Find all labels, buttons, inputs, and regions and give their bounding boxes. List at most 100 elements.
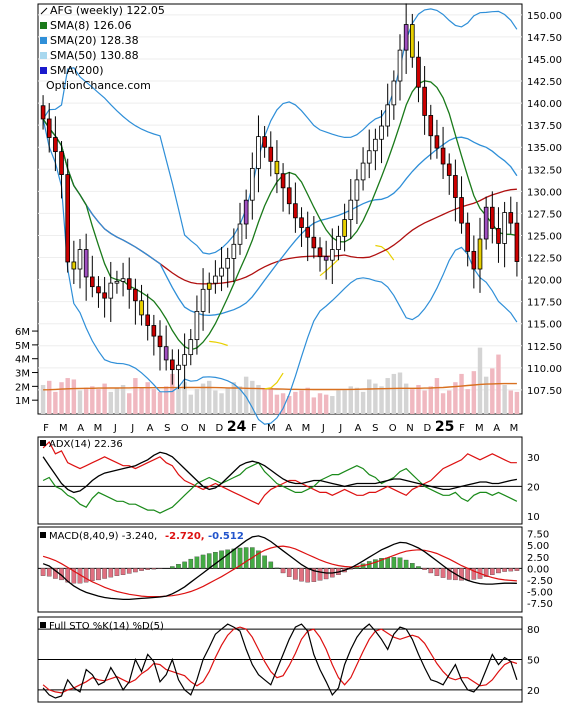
volume-bar	[477, 347, 483, 414]
candle-body	[262, 136, 267, 148]
candle-body	[502, 212, 507, 244]
candle	[366, 129, 372, 179]
x-axis-label: O	[389, 423, 397, 434]
volume-bar	[391, 373, 397, 414]
macd-hist-bar	[317, 568, 323, 581]
macd-hist-bar	[305, 568, 310, 583]
adx-tick-label: 30	[527, 453, 540, 464]
candle-body	[453, 175, 458, 198]
sto-label: Full STO %K(14) %D(5)	[40, 621, 164, 632]
candle-body	[83, 249, 89, 278]
macd-hist-bar	[397, 557, 403, 569]
volume-bar	[428, 386, 433, 414]
candle-body	[305, 227, 310, 238]
volume-bar	[157, 391, 163, 414]
macd-hist-bar	[293, 568, 298, 580]
price-tick-label: 120.00	[527, 276, 562, 287]
candle	[237, 202, 243, 255]
volume-bar	[440, 393, 446, 414]
volume-bar	[200, 383, 206, 414]
macd-hist-bar	[225, 549, 230, 569]
x-axis-label: J	[130, 423, 134, 434]
legend-entry: SMA(20) 128.38	[40, 34, 139, 47]
macd-hist-bar	[465, 568, 470, 581]
yellow-envelope-line	[209, 244, 395, 390]
candle	[373, 128, 378, 171]
macd-hist-bar	[151, 568, 157, 570]
candle-body	[360, 162, 366, 181]
candle	[440, 126, 446, 179]
volume-bar	[305, 387, 310, 414]
macd-hist-bar	[206, 553, 212, 569]
legend-swatch	[40, 37, 47, 44]
macd-tick-label: -7.50	[527, 599, 553, 610]
candle-body	[465, 222, 470, 252]
price-tick-label: 107.50	[527, 386, 562, 397]
legend-entry: AFG (weekly) 122.05	[40, 4, 165, 17]
candle	[403, 3, 409, 74]
candle-body	[440, 147, 446, 165]
price-tick-label: 122.50	[527, 254, 562, 265]
candle-body	[145, 314, 151, 326]
candle	[409, 13, 415, 68]
volume-bar	[83, 387, 89, 414]
price-tick-label: 140.00	[527, 99, 562, 110]
price-tick-label: 147.50	[527, 33, 562, 44]
price-tick-label: 125.00	[527, 231, 562, 242]
volume-tick-label: 1M	[15, 396, 30, 407]
candle-body	[483, 206, 489, 240]
volume-bar	[422, 390, 427, 414]
candle	[508, 196, 514, 234]
candle	[428, 104, 434, 160]
candle	[83, 233, 89, 301]
macd-hist-bar	[514, 568, 520, 571]
macd-hist-bar	[243, 547, 249, 569]
bollinger-lower-band	[42, 118, 518, 425]
volume-bar	[447, 390, 452, 414]
volume-bar	[243, 376, 249, 414]
volume-bar	[77, 390, 83, 414]
candle	[391, 70, 397, 120]
volume-bar	[311, 397, 317, 414]
candle	[40, 95, 46, 130]
candle-body	[366, 150, 372, 164]
candle	[90, 255, 95, 298]
candle-body	[274, 160, 280, 175]
sto-y-ticks: 80 50 20	[38, 625, 540, 697]
candle-body	[108, 282, 114, 299]
candle	[120, 262, 126, 297]
candle-body	[311, 236, 317, 249]
x-axis-label: S	[164, 423, 170, 434]
candle	[360, 147, 366, 191]
macd-hist-bar	[188, 558, 194, 569]
candle-body	[428, 115, 434, 137]
x-axis-label: J	[113, 423, 117, 434]
macd-hist-bar	[323, 568, 329, 580]
macd-hist-bar	[416, 566, 421, 569]
x-axis-label: M	[302, 423, 311, 434]
candle	[446, 153, 452, 195]
candle-body	[496, 228, 501, 244]
macd-hist-bar	[46, 568, 52, 577]
macd-hist-bar	[508, 568, 514, 572]
candle-body	[403, 24, 409, 51]
candle-body	[329, 249, 335, 261]
candle	[71, 240, 77, 285]
volume-tick-label: 5M	[15, 341, 30, 352]
price-tick-label: 145.00	[527, 55, 562, 66]
volume-bar	[453, 382, 458, 414]
volume-average-line	[43, 382, 517, 391]
candle-body	[293, 203, 298, 219]
volume-bar	[194, 389, 200, 414]
candle	[305, 211, 310, 262]
candle	[219, 246, 224, 292]
candle-body	[336, 235, 341, 251]
candle-body	[182, 354, 187, 366]
candle-body	[151, 325, 157, 337]
volume-bar	[330, 396, 335, 414]
candle	[416, 41, 421, 103]
macd-hist-bar	[280, 568, 286, 574]
candle	[434, 119, 440, 159]
volume-bar	[434, 378, 440, 414]
candle-body	[188, 339, 194, 356]
